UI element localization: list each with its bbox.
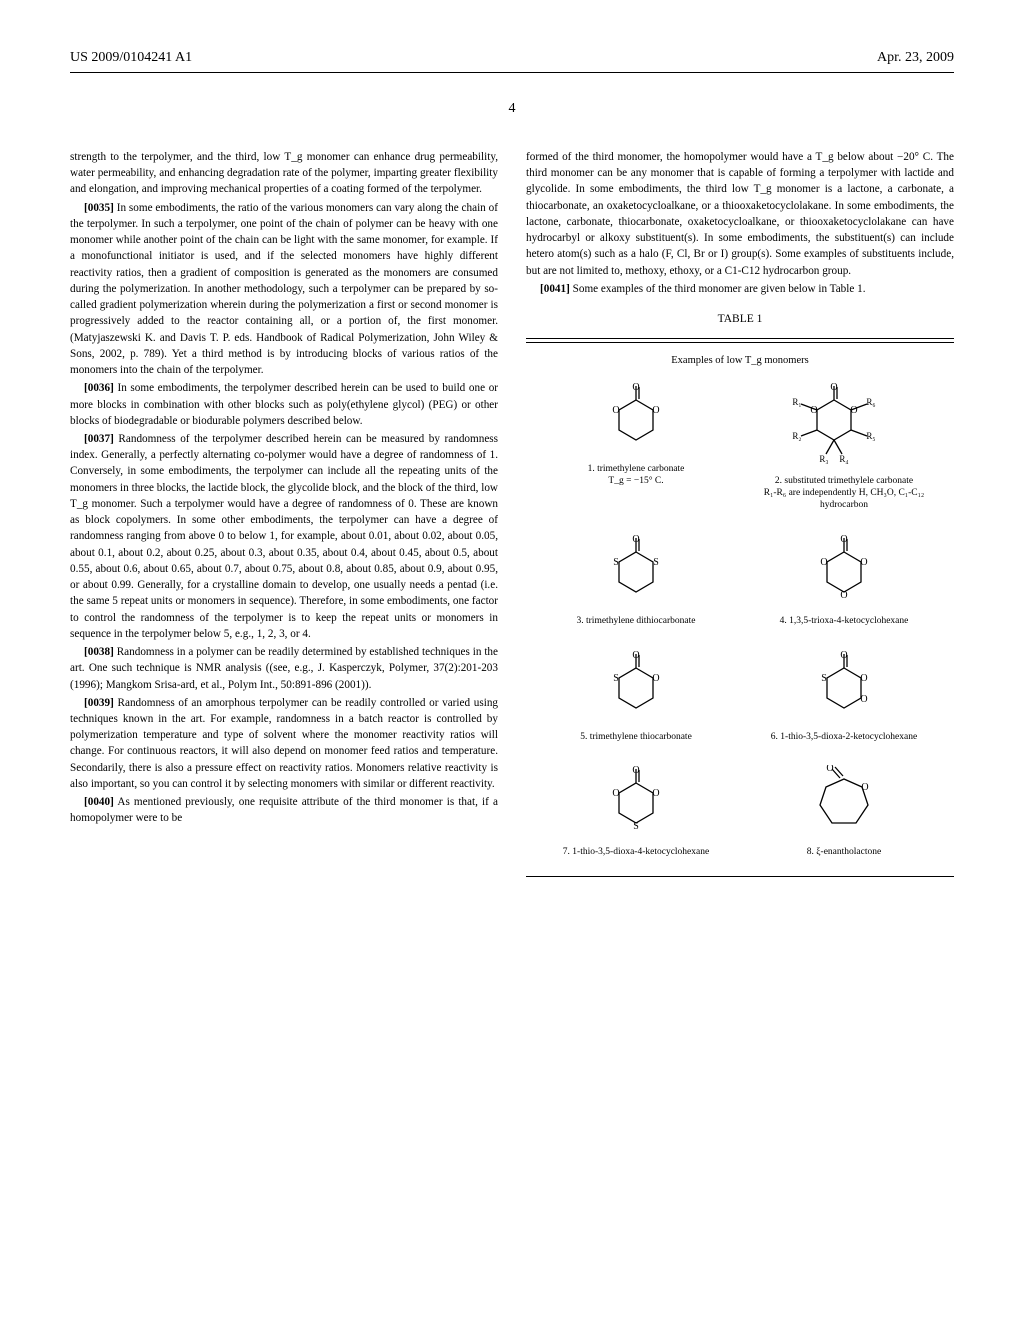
svg-text:O: O [820,557,827,568]
para-num: [0039] [84,697,114,709]
page-number: 4 [70,101,954,117]
mol-label: 1. trimethylene carbonate T_g = −15° C. [532,464,740,488]
mol-label: 3. trimethylene dithiocarbonate [532,616,740,628]
para-0037: [0037] Randomness of the terpolymer desc… [70,431,498,642]
svg-text:O: O [830,382,837,393]
para-text: Randomness of an amorphous terpolymer ca… [70,697,498,790]
svg-text:O: O [860,557,867,568]
svg-text:O: O [826,765,833,774]
para-num: [0040] [84,796,114,808]
left-column: strength to the terpolymer, and the thir… [70,149,498,877]
molecule-icon: O O O O [799,534,889,612]
para-0039: [0039] Randomness of an amorphous terpol… [70,695,498,792]
molecule-icon: O S O [591,650,681,728]
mol-row: O O O S 7. 1-thio-3,5-dioxa-4-ketocycloh… [532,765,948,859]
molecule-icon: O O O [591,382,681,460]
mol-item-5: O S O 5. trimethylene thiocarbonate [532,650,740,744]
svg-text:R₅: R₅ [866,431,875,441]
svg-text:O: O [632,765,639,776]
para-text: As mentioned previously, one requisite a… [70,796,498,824]
svg-text:O: O [840,534,847,545]
mol-item-3: O S S 3. trimethylene dithiocarbonate [532,534,740,628]
svg-text:O: O [652,673,659,684]
lead-para-left: strength to the terpolymer, and the thir… [70,149,498,198]
mol-item-8: O O 8. ξ-enantholactone [740,765,948,859]
mol-item-6: O S O O 6. 1-thio-3,5-dioxa-2-ketocycloh… [740,650,948,744]
patent-number: US 2009/0104241 A1 [70,50,192,66]
para-text: Randomness of the terpolymer described h… [70,433,498,640]
svg-text:O: O [652,405,659,416]
para-0035: [0035] In some embodiments, the ratio of… [70,200,498,379]
para-0040: [0040] As mentioned previously, one requ… [70,794,498,826]
para-num: [0035] [84,202,114,214]
svg-text:S: S [821,673,827,684]
svg-text:S: S [613,557,619,568]
svg-text:O: O [861,782,868,793]
para-num: [0041] [540,283,570,295]
svg-text:S: S [613,673,619,684]
para-0036: [0036] In some embodiments, the terpolym… [70,380,498,429]
mol-label: 5. trimethylene thiocarbonate [532,732,740,744]
para-text: Randomness in a polymer can be readily d… [70,646,498,690]
para-text: In some embodiments, the terpolymer desc… [70,382,498,426]
mol-item-7: O O O S 7. 1-thio-3,5-dioxa-4-ketocycloh… [532,765,740,859]
svg-text:O: O [632,382,639,393]
mol-label: 6. 1-thio-3,5-dioxa-2-ketocyclohexane [740,732,948,744]
columns: strength to the terpolymer, and the thir… [70,149,954,877]
mol-label: 8. ξ-enantholactone [740,847,948,859]
para-text: In some embodiments, the ratio of the va… [70,202,498,376]
svg-text:R₁: R₁ [792,397,801,407]
svg-text:O: O [612,405,619,416]
svg-text:O: O [840,650,847,661]
svg-text:O: O [652,788,659,799]
para-0041: [0041] Some examples of the third monome… [526,281,954,297]
mol-item-4: O O O O 4. 1,3,5-trioxa-4-ketocyclohexan… [740,534,948,628]
mol-label: 7. 1-thio-3,5-dioxa-4-ketocyclohexane [532,847,740,859]
svg-text:O: O [632,650,639,661]
mol-row: O S O 5. trimethylene thiocarbonate [532,650,948,744]
publication-date: Apr. 23, 2009 [877,50,954,66]
molecule-icon: O O O S [591,765,681,843]
svg-text:R₆: R₆ [866,397,875,407]
table-caption: Examples of low T_g monomers [532,353,948,368]
para-num: [0038] [84,646,114,658]
page-header: US 2009/0104241 A1 Apr. 23, 2009 [70,50,954,66]
svg-text:S: S [633,821,639,832]
mol-row: O O O 1. trimethylene carbonate T_g = −1… [532,382,948,512]
svg-text:O: O [860,673,867,684]
lead-para-right: formed of the third monomer, the homopol… [526,149,954,279]
para-num: [0036] [84,382,114,394]
svg-text:O: O [840,590,847,601]
para-text: Some examples of the third monomer are g… [573,283,866,295]
mol-row: O S S 3. trimethylene dithiocarbonate [532,534,948,628]
svg-text:O: O [850,405,857,416]
svg-text:O: O [612,788,619,799]
svg-text:S: S [653,557,659,568]
molecule-icon: O S S [591,534,681,612]
svg-text:O: O [632,534,639,545]
molecule-icon: O S O O [799,650,889,728]
para-0038: [0038] Randomness in a polymer can be re… [70,644,498,693]
svg-text:R₄: R₄ [839,454,848,464]
molecule-grid: O O O 1. trimethylene carbonate T_g = −1… [532,382,948,859]
header-rule [70,72,954,73]
table-inner: Examples of low T_g monomers O O [526,342,954,873]
para-num: [0037] [84,433,114,445]
table-label: TABLE 1 [526,311,954,328]
table-wrap: Examples of low T_g monomers O O [526,338,954,877]
mol-label: 4. 1,3,5-trioxa-4-ketocyclohexane [740,616,948,628]
mol-item-2: O O O R₁ R₂ R₆ R₅ R₃ R₄ 2. [740,382,948,512]
svg-text:R₃: R₃ [819,454,828,464]
svg-text:O: O [810,405,817,416]
mol-label: 2. substituted trimethylele carbonate R₁… [740,476,948,512]
mol-item-1: O O O 1. trimethylene carbonate T_g = −1… [532,382,740,488]
right-column: formed of the third monomer, the homopol… [526,149,954,877]
svg-text:R₂: R₂ [792,431,801,441]
molecule-icon: O O [794,765,894,843]
molecule-icon: O O O R₁ R₂ R₆ R₅ R₃ R₄ [779,382,909,472]
svg-text:O: O [860,694,867,705]
